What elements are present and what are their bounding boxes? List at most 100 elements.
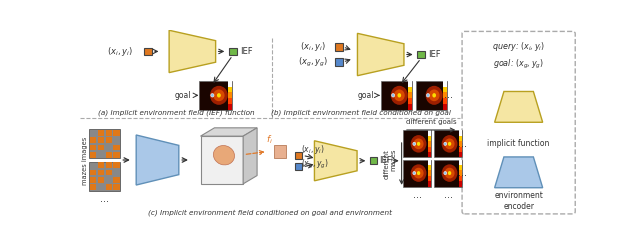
Bar <box>90 170 96 175</box>
Bar <box>106 184 112 190</box>
Ellipse shape <box>413 172 416 175</box>
Bar <box>106 162 112 168</box>
Bar <box>228 87 232 92</box>
Text: ...: ... <box>458 168 467 178</box>
Ellipse shape <box>417 142 420 146</box>
Bar <box>428 141 431 146</box>
Text: IEF: IEF <box>239 47 252 56</box>
Bar <box>459 165 463 170</box>
Ellipse shape <box>442 164 458 182</box>
Text: (a) Implicit environment field (IEF) function: (a) Implicit environment field (IEF) fun… <box>98 110 255 116</box>
Polygon shape <box>136 135 179 185</box>
Ellipse shape <box>417 171 420 175</box>
Bar <box>428 176 431 181</box>
Text: IEF: IEF <box>379 156 392 165</box>
Bar <box>428 136 431 141</box>
Ellipse shape <box>448 171 451 175</box>
Text: goal: $(x_g, y_g)$: goal: $(x_g, y_g)$ <box>493 58 544 71</box>
Bar <box>459 176 463 181</box>
Bar <box>428 181 431 187</box>
Ellipse shape <box>426 86 443 105</box>
Text: $(x_i, y_i)$: $(x_i, y_i)$ <box>300 40 325 53</box>
Bar <box>106 137 112 143</box>
Polygon shape <box>358 33 404 76</box>
Text: $f_i$: $f_i$ <box>266 134 273 146</box>
Bar <box>408 92 412 98</box>
Bar <box>370 157 377 164</box>
Bar <box>408 98 412 104</box>
Text: $(x_i, y_i)$: $(x_i, y_i)$ <box>108 45 133 58</box>
Ellipse shape <box>444 172 447 175</box>
Bar <box>90 184 96 190</box>
Ellipse shape <box>397 93 401 98</box>
Bar <box>381 81 412 110</box>
Text: ...: ... <box>444 90 453 100</box>
Text: mazes images: mazes images <box>83 137 88 185</box>
Text: different
mazes: different mazes <box>383 149 396 179</box>
Bar <box>443 98 447 104</box>
Text: ...: ... <box>413 190 422 200</box>
Text: (c) Implicit environment field conditioned on goal and environment: (c) Implicit environment field condition… <box>148 209 392 216</box>
Bar <box>428 165 431 170</box>
Bar <box>459 146 463 152</box>
Bar <box>274 145 286 158</box>
Bar <box>98 170 104 175</box>
Bar <box>228 98 232 104</box>
Ellipse shape <box>413 142 416 145</box>
Bar <box>90 162 120 191</box>
Bar <box>428 130 431 136</box>
Ellipse shape <box>213 89 225 101</box>
Ellipse shape <box>444 142 447 145</box>
Bar <box>113 152 120 158</box>
Polygon shape <box>314 141 357 181</box>
Bar <box>98 137 104 143</box>
Ellipse shape <box>413 168 424 179</box>
Bar <box>98 145 104 150</box>
Bar <box>106 152 112 158</box>
Bar <box>90 177 96 183</box>
Bar <box>428 152 431 157</box>
Bar <box>428 170 431 176</box>
Text: $(x_g, y_g)$: $(x_g, y_g)$ <box>298 56 328 69</box>
Bar <box>428 160 431 165</box>
Text: implicit function: implicit function <box>488 139 550 148</box>
Ellipse shape <box>211 94 214 97</box>
Text: ...: ... <box>444 190 452 200</box>
Polygon shape <box>200 128 257 136</box>
Bar <box>90 137 96 143</box>
Bar <box>434 130 463 157</box>
Bar <box>90 129 120 158</box>
Text: different goals: different goals <box>406 119 456 125</box>
Ellipse shape <box>213 146 234 165</box>
Ellipse shape <box>442 135 458 153</box>
Bar <box>459 160 463 165</box>
Ellipse shape <box>413 138 424 149</box>
Bar <box>459 141 463 146</box>
Bar <box>90 145 96 150</box>
Bar <box>443 104 447 110</box>
Bar <box>459 170 463 176</box>
Polygon shape <box>495 91 543 122</box>
Bar <box>113 130 120 136</box>
Text: IEF: IEF <box>428 50 440 59</box>
Bar <box>98 130 104 136</box>
Bar <box>408 81 412 87</box>
Bar <box>459 181 463 187</box>
Ellipse shape <box>445 168 454 179</box>
Text: query: $(x_i, y_i)$: query: $(x_i, y_i)$ <box>492 40 545 53</box>
Bar <box>90 152 96 158</box>
FancyBboxPatch shape <box>462 31 575 214</box>
Bar <box>403 160 431 187</box>
Polygon shape <box>169 30 216 73</box>
Ellipse shape <box>426 94 429 97</box>
Polygon shape <box>495 157 543 188</box>
Ellipse shape <box>448 142 451 146</box>
Text: ...: ... <box>458 139 467 149</box>
Bar <box>199 81 232 110</box>
Text: $(x_i, y_i)$: $(x_i, y_i)$ <box>301 143 324 156</box>
Bar <box>403 130 431 157</box>
Bar <box>228 104 232 110</box>
Bar <box>106 170 112 175</box>
Bar <box>459 152 463 157</box>
Bar <box>98 177 104 183</box>
